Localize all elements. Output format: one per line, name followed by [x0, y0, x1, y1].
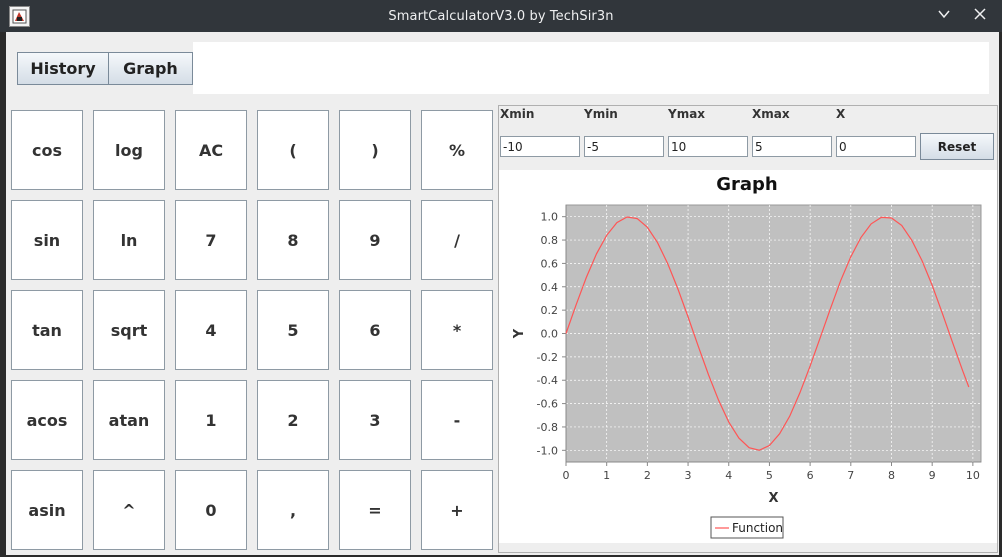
chart: Graph 0 1 2 3 4 5 6 7 8 9 10 -1.0 -0.8 -0.6 -0.4 -0.2 0.0… [512, 174, 982, 539]
key-button[interactable]: asin [11, 470, 83, 550]
key-button[interactable]: ^ [93, 470, 165, 550]
x-tick-label: 3 [685, 469, 692, 482]
ymax-input[interactable] [668, 136, 748, 157]
history-button[interactable]: History [17, 52, 109, 85]
legend-label: Function [732, 521, 783, 535]
top-bar: History Graph [6, 32, 999, 100]
legend-box [710, 516, 784, 539]
xmin-input[interactable] [500, 136, 580, 157]
key-button[interactable]: 7 [175, 200, 247, 280]
key-button[interactable]: 0 [175, 470, 247, 550]
graph-panel: Xmin Ymin Ymax Xmax X Reset Graph 0 1 2 3 4 5 6… [498, 105, 998, 553]
key-button[interactable]: = [339, 470, 411, 550]
chevron-down-icon[interactable] [936, 7, 952, 23]
y-tick-label: -0.2 [537, 351, 558, 364]
keypad: cos log AC()% sin ln 7 8 9/ tan sqrt 4 5 6 * acos atan 1… [11, 110, 498, 552]
y-tick-label: 1.0 [541, 211, 559, 224]
key-button[interactable]: ( [257, 110, 329, 190]
x-axis-label: X [768, 491, 778, 506]
y-tick-label: -0.8 [537, 421, 558, 434]
graph-button[interactable]: Graph [108, 52, 193, 85]
app-icon [9, 6, 30, 27]
x-tick-label: 0 [563, 469, 570, 482]
reset-button[interactable]: Reset [920, 133, 994, 160]
key-button[interactable]: 2 [257, 380, 329, 460]
key-button[interactable]: log [93, 110, 165, 190]
y-tick-label: -0.6 [537, 398, 558, 411]
window-title: SmartCalculatorV3.0 by TechSir3n [388, 8, 614, 24]
y-tick-label: 0.4 [541, 281, 559, 294]
title-bar[interactable]: SmartCalculatorV3.0 by TechSir3n [0, 0, 1002, 32]
key-button[interactable]: % [421, 110, 493, 190]
expression-display[interactable] [193, 42, 989, 94]
y-tick-label: 0.0 [541, 328, 559, 341]
key-button[interactable]: / [421, 200, 493, 280]
close-icon[interactable] [972, 7, 988, 23]
x-tick-label: 2 [644, 469, 651, 482]
key-button[interactable]: acos [11, 380, 83, 460]
x-tick-label: 10 [966, 469, 980, 482]
key-button[interactable]: 5 [257, 290, 329, 370]
x-label: X [836, 107, 846, 121]
ymin-input[interactable] [584, 136, 664, 157]
key-button[interactable]: 4 [175, 290, 247, 370]
y-tick-label: 0.2 [541, 304, 559, 317]
x-tick-label: 9 [929, 469, 936, 482]
x-tick-label: 7 [847, 469, 854, 482]
y-tick-label: -0.4 [537, 374, 558, 387]
key-button[interactable]: ln [93, 200, 165, 280]
y-tick-label: 0.6 [541, 257, 559, 270]
key-button[interactable]: , [257, 470, 329, 550]
key-button[interactable]: 8 [257, 200, 329, 280]
key-button[interactable]: ) [339, 110, 411, 190]
chart-title: Graph [716, 174, 778, 195]
xmin-label: Xmin [500, 107, 535, 121]
x-tick-label: 6 [807, 469, 814, 482]
x-tick-label: 5 [766, 469, 773, 482]
x-tick-label: 4 [725, 469, 732, 482]
key-button[interactable]: AC [175, 110, 247, 190]
y-tick-label: -1.0 [537, 444, 558, 457]
chart-area: Graph 0 1 2 3 4 5 6 7 8 9 10 -1.0 -0.8 -0.6 -0.4 -0.2 0.0… [499, 170, 997, 543]
key-button[interactable]: tan [11, 290, 83, 370]
key-button[interactable]: 3 [339, 380, 411, 460]
key-button[interactable]: - [421, 380, 493, 460]
x-tick-label: 8 [888, 469, 895, 482]
xmax-label: Xmax [752, 107, 790, 121]
y-tick-label: 0.8 [541, 234, 559, 247]
app-window: History Graph cos log AC()% sin ln 7 8 9/tan sqr… [6, 32, 999, 555]
ymax-label: Ymax [668, 107, 706, 121]
key-button[interactable]: + [421, 470, 493, 550]
key-button[interactable]: atan [93, 380, 165, 460]
y-axis-label: Y [512, 328, 527, 339]
xmax-input[interactable] [752, 136, 832, 157]
x-input[interactable] [836, 136, 916, 157]
series-line [565, 216, 970, 451]
key-button[interactable]: sqrt [93, 290, 165, 370]
key-button[interactable]: * [421, 290, 493, 370]
key-button[interactable]: 6 [339, 290, 411, 370]
x-tick-label: 1 [603, 469, 610, 482]
key-button[interactable]: 9 [339, 200, 411, 280]
key-button[interactable]: sin [11, 200, 83, 280]
ymin-label: Ymin [584, 107, 618, 121]
key-button[interactable]: cos [11, 110, 83, 190]
key-button[interactable]: 1 [175, 380, 247, 460]
